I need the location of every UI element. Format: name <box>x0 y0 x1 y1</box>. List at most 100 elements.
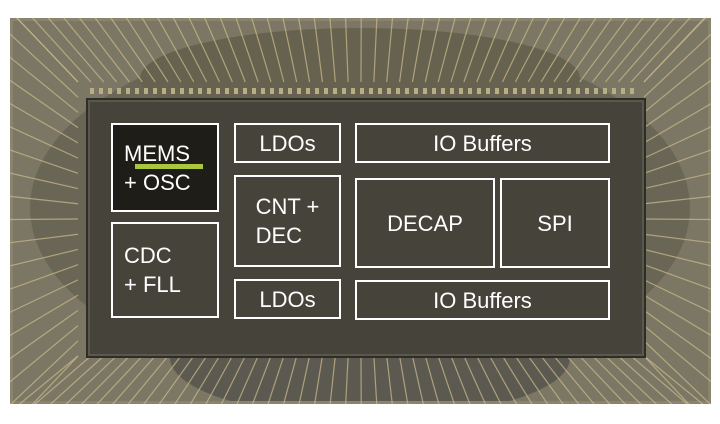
bond-wire <box>514 18 550 83</box>
chip-photo <box>10 18 711 404</box>
bond-pad <box>225 88 229 94</box>
bond-pad <box>486 88 490 94</box>
bond-wire <box>313 18 324 83</box>
bond-wire <box>643 149 711 174</box>
bond-pad <box>297 88 301 94</box>
bond-pad <box>594 88 598 94</box>
bond-wire <box>643 56 711 113</box>
bond-pad <box>315 88 319 94</box>
bond-pad <box>504 88 508 94</box>
bond-pad <box>126 88 130 94</box>
bond-pad <box>477 88 481 94</box>
bond-pad <box>522 88 526 94</box>
bond-wire <box>463 18 488 83</box>
ldo-bottom-block: LDOs <box>234 279 341 319</box>
bond-wire <box>18 355 79 404</box>
bond-wire <box>489 18 519 83</box>
cdc-fll-block: CDC + FLL <box>111 222 219 318</box>
bond-wire <box>16 18 79 83</box>
bond-pad <box>207 88 211 94</box>
bond-wire <box>643 279 711 313</box>
bond-wire <box>604 355 658 404</box>
bond-wire <box>463 355 487 404</box>
bond-pad <box>108 88 112 94</box>
bond-pad <box>90 88 94 94</box>
bond-wire <box>282 355 298 404</box>
bond-wire <box>630 355 689 404</box>
bond-pad <box>387 88 391 94</box>
io-buffers-bottom-label: IO Buffers <box>433 287 532 313</box>
bond-wire <box>314 355 324 404</box>
bond-pad <box>540 88 544 94</box>
bond-pad <box>216 88 220 94</box>
bond-wire <box>267 355 285 404</box>
bond-wire <box>204 18 233 83</box>
bond-wire <box>63 18 118 83</box>
bond-wire <box>10 233 79 244</box>
bond-wire <box>643 355 704 404</box>
bond-wire <box>540 18 581 83</box>
bond-wire <box>15 18 79 83</box>
bond-wire <box>527 355 564 404</box>
bond-wire <box>527 18 566 83</box>
bond-pad <box>585 88 589 94</box>
bond-wire <box>157 18 195 83</box>
spi-label: SPI <box>537 210 573 236</box>
cdc-fll-label: CDC + FLL <box>124 243 181 297</box>
decap-label: DECAP <box>387 210 463 236</box>
bond-pad <box>396 88 400 94</box>
bond-wire <box>282 18 298 83</box>
bond-wire <box>643 18 706 83</box>
bond-wire <box>643 233 711 244</box>
bond-wire <box>10 149 79 174</box>
bond-pad <box>414 88 418 94</box>
bond-pad <box>333 88 337 94</box>
cnt-dec-label: CNT + DEC <box>255 194 320 248</box>
bond-pad <box>171 88 175 94</box>
bond-pad <box>261 88 265 94</box>
bond-wire <box>643 294 711 337</box>
bond-wire <box>643 126 711 159</box>
bond-pad <box>351 88 355 94</box>
bond-wire <box>386 18 394 83</box>
bond-wire <box>235 18 259 83</box>
bond-wire <box>579 18 628 83</box>
bond-wire <box>110 18 156 83</box>
bond-wire <box>489 355 518 404</box>
bond-wire <box>424 18 441 83</box>
bond-pad <box>234 88 238 94</box>
bond-wire <box>398 355 409 404</box>
bond-wire <box>220 355 246 404</box>
bond-pad <box>603 88 607 94</box>
bond-wire <box>10 264 79 290</box>
bond-wire <box>643 195 711 205</box>
bond-pad <box>513 88 517 94</box>
bond-pad <box>117 88 121 94</box>
bond-wire <box>174 355 208 404</box>
bond-wire <box>236 355 259 404</box>
bond-pad <box>630 88 634 94</box>
bond-wire <box>49 355 105 404</box>
bond-wire <box>566 355 611 404</box>
bond-wire <box>437 355 455 404</box>
bond-pad <box>432 88 436 94</box>
bond-pad <box>135 88 139 94</box>
bond-wire <box>643 309 711 360</box>
bond-wire <box>501 18 534 83</box>
bond-pad <box>405 88 409 94</box>
bond-wire <box>450 18 472 83</box>
bond-pad <box>252 88 256 94</box>
bond-pad <box>459 88 463 94</box>
bond-pad <box>441 88 445 94</box>
bond-wire <box>141 18 182 83</box>
bond-pad <box>369 88 373 94</box>
bond-pad <box>189 88 193 94</box>
bond-wire <box>10 195 79 205</box>
bond-wire <box>112 355 156 404</box>
bond-wire <box>630 18 691 83</box>
bond-wire <box>386 355 393 404</box>
bond-wire <box>643 248 711 267</box>
bond-wire <box>10 79 79 129</box>
bond-pad <box>288 88 292 94</box>
bond-wire <box>47 18 105 83</box>
